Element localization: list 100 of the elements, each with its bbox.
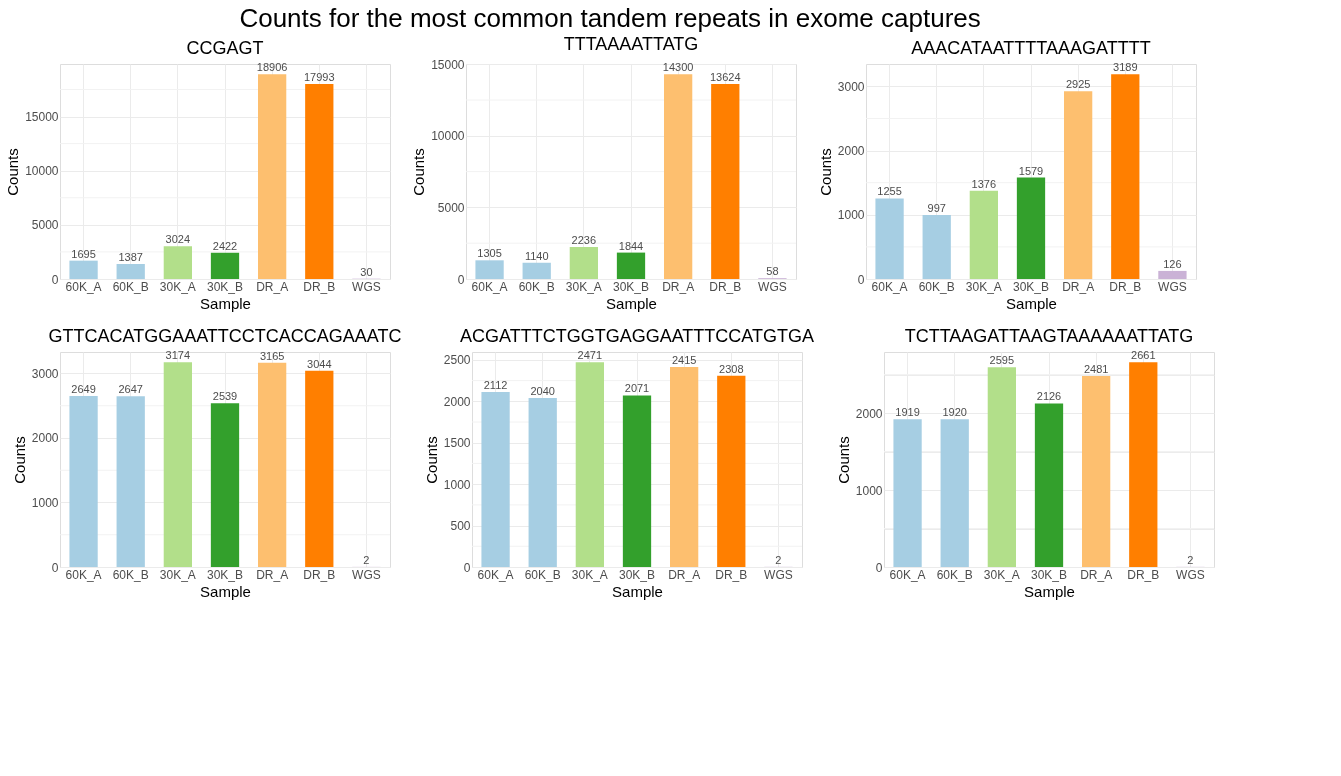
y-tick-label: 1000: [31, 495, 59, 510]
data-label: 2126: [1036, 390, 1062, 403]
y-tick-label: 0: [875, 560, 883, 575]
data-label: 3024: [165, 233, 191, 246]
bar: [69, 396, 98, 567]
x-tick-label: 60K_A: [65, 567, 102, 582]
x-tick-label: 30K_B: [618, 567, 656, 582]
bar: [875, 198, 904, 279]
bar: [670, 366, 699, 567]
chart-title: GTTCACATGGAAATTCCTCACCAGAAATC: [48, 326, 402, 347]
y-tick-label: 2000: [443, 394, 471, 409]
bar: [1064, 91, 1093, 279]
data-label: 1255: [877, 185, 902, 198]
x-tick-label: 30K_A: [159, 279, 196, 294]
y-axis-title: Counts: [816, 148, 834, 196]
bar: [163, 362, 192, 567]
x-axis-title: Sample: [200, 294, 251, 312]
data-label: 1305: [477, 247, 502, 260]
bar: [1082, 376, 1111, 567]
x-axis-title: Sample: [606, 294, 657, 312]
x-tick-label: 60K_B: [524, 567, 561, 582]
bar: [258, 362, 287, 567]
bar: [305, 84, 334, 279]
x-tick-label: DR_B: [715, 567, 748, 582]
data-label: 126: [1163, 257, 1182, 270]
bar: [987, 367, 1016, 567]
bar: [893, 419, 922, 567]
x-tick-label: DR_B: [303, 279, 336, 294]
data-label: 13624: [709, 70, 741, 83]
y-tick-label: 500: [450, 519, 471, 534]
x-tick-label: 30K_A: [983, 567, 1020, 582]
x-tick-label: DR_B: [709, 279, 742, 294]
bar: [528, 397, 557, 567]
bar: [969, 190, 998, 279]
y-tick-label: 1000: [837, 208, 865, 223]
y-tick-label: 1500: [443, 436, 471, 451]
data-label: 2: [775, 553, 782, 566]
chart-title: ACGATTTCTGGTGAGGAATTTCCATGTGA: [460, 326, 814, 347]
x-tick-label: DR_A: [662, 279, 695, 294]
data-label: 2415: [671, 353, 697, 366]
x-tick-label: 30K_B: [206, 279, 244, 294]
y-axis-title: Counts: [4, 148, 22, 196]
data-label: 3189: [1113, 61, 1138, 74]
bar: [622, 395, 652, 567]
x-tick-label: 60K_A: [65, 279, 102, 294]
x-axis-title: Sample: [612, 582, 663, 600]
y-tick-label: 3000: [837, 79, 865, 94]
data-label: 1140: [524, 249, 549, 262]
data-label: 2: [1187, 553, 1194, 566]
x-tick-label: 60K_A: [889, 567, 926, 582]
bar: [616, 252, 646, 279]
x-tick-label: WGS: [352, 279, 381, 294]
bar: [1158, 270, 1187, 279]
data-label: 18906: [256, 61, 288, 74]
data-label: 14300: [662, 61, 694, 74]
x-tick-label: 30K_B: [206, 567, 244, 582]
x-tick-label: 30K_A: [965, 279, 1002, 294]
data-label: 2471: [577, 349, 603, 362]
y-axis-title: Counts: [410, 148, 428, 196]
data-label: 2647: [118, 383, 143, 396]
x-tick-label: 30K_A: [565, 279, 602, 294]
bar: [1016, 177, 1046, 279]
bar: [922, 214, 951, 279]
x-tick-label: 30K_B: [612, 279, 650, 294]
y-tick-label: 3000: [31, 366, 59, 381]
x-tick-label: WGS: [758, 279, 787, 294]
chart-title: TTTAAAATTATG: [563, 34, 699, 55]
bar: [711, 83, 740, 279]
x-tick-label: WGS: [764, 567, 793, 582]
bar: [475, 260, 504, 279]
x-tick-label: DR_B: [1127, 567, 1160, 582]
x-tick-label: DR_A: [668, 567, 701, 582]
data-label: 2236: [571, 233, 597, 246]
x-axis-title: Sample: [1024, 582, 1075, 600]
data-label: 2481: [1083, 363, 1109, 376]
y-tick-label: 2500: [443, 353, 471, 368]
bar: [940, 419, 969, 567]
bar: [305, 370, 334, 567]
y-tick-label: 15000: [431, 57, 465, 72]
chart-title: TCTTAAGATTAAGTAAAAAATTATG: [904, 326, 1194, 347]
x-tick-label: WGS: [1176, 567, 1205, 582]
bar: [1129, 362, 1158, 567]
x-axis-title: Sample: [200, 582, 251, 600]
data-label: 1919: [895, 406, 920, 419]
y-tick-label: 10000: [25, 164, 59, 179]
y-tick-label: 0: [457, 272, 465, 287]
bar: [258, 74, 287, 279]
y-tick-label: 2000: [837, 144, 865, 159]
x-tick-label: DR_A: [1080, 567, 1113, 582]
y-tick-label: 2000: [855, 406, 883, 421]
x-tick-label: 30K_B: [1012, 279, 1050, 294]
chart-title: CCGAGT: [186, 38, 264, 59]
data-label: 2422: [212, 239, 238, 252]
y-tick-label: 2000: [31, 431, 59, 446]
y-tick-label: 0: [857, 272, 865, 287]
data-label: 58: [766, 265, 779, 278]
y-axis-title: Counts: [10, 436, 28, 484]
data-label: 2595: [989, 354, 1015, 367]
y-tick-label: 0: [51, 560, 59, 575]
text: Counts for the most common tandem repeats in exome captures: [239, 2, 981, 33]
